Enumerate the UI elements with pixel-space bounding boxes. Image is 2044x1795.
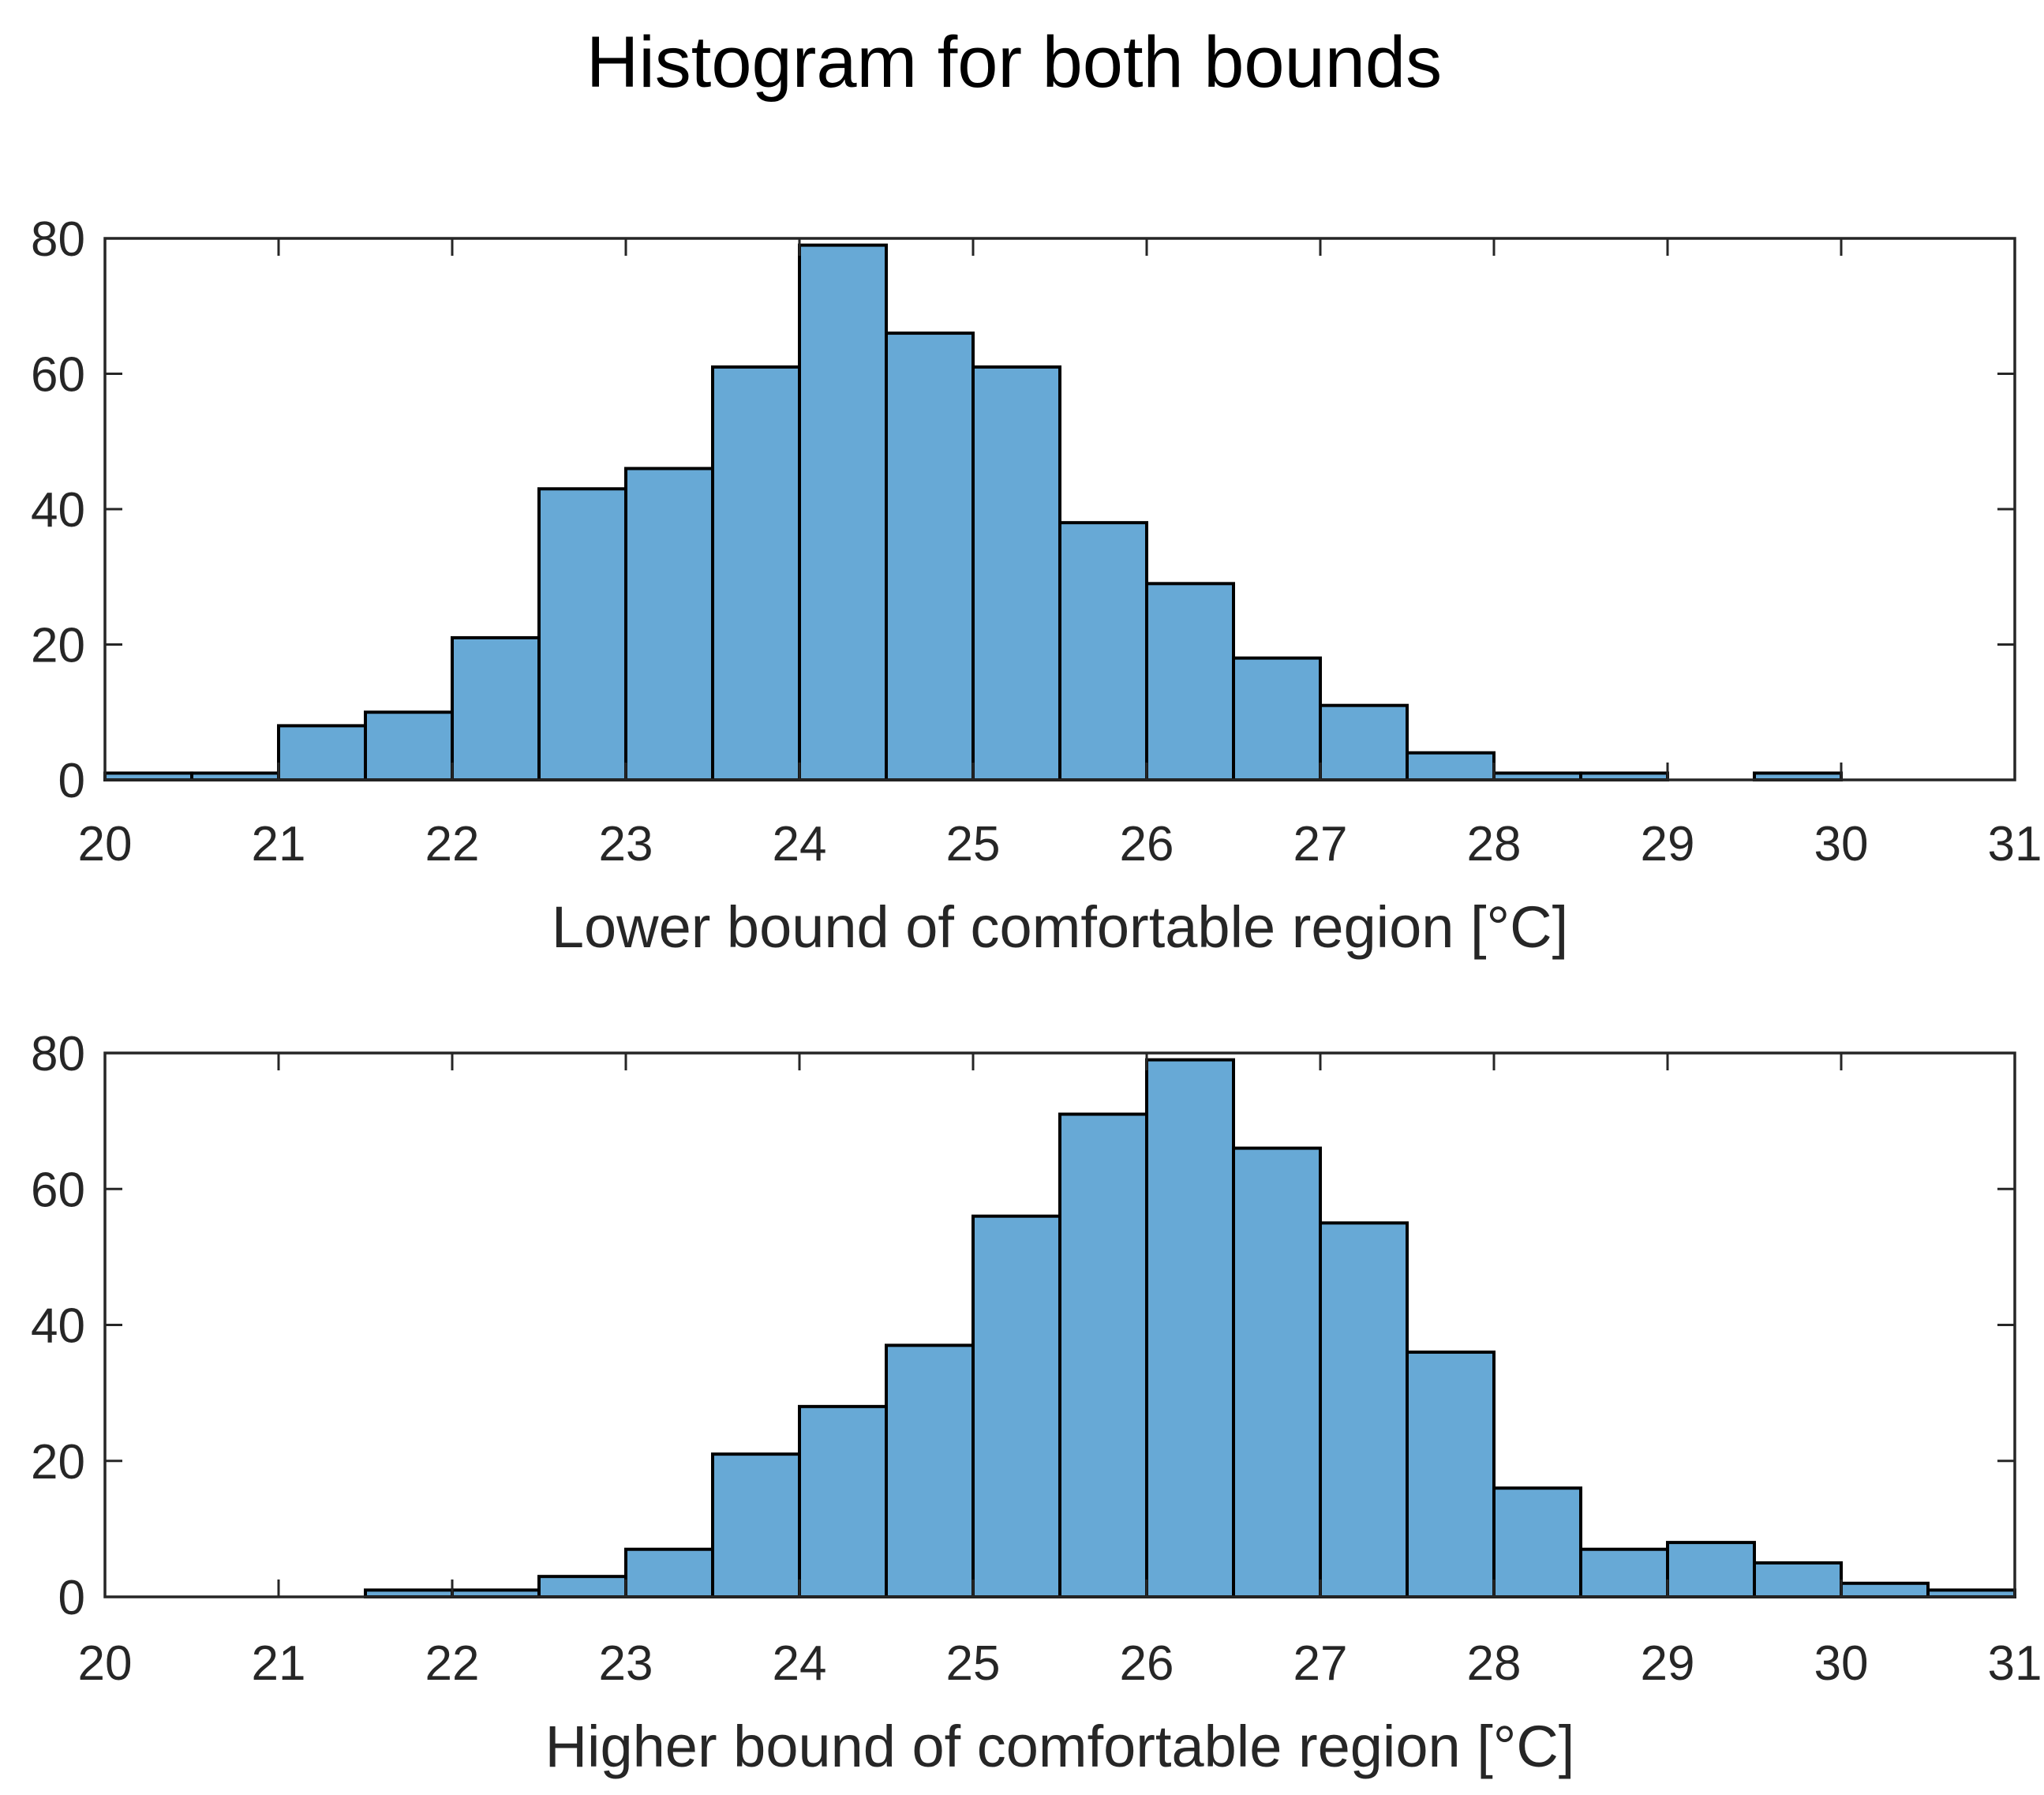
x-tick-label: 21 (252, 1636, 306, 1691)
x-tick-label: 21 (252, 817, 306, 871)
histogram-bar (1840, 1581, 1930, 1599)
x-tick-label: 24 (773, 817, 827, 871)
histogram-bar (1753, 1561, 1843, 1598)
histogram-bar (537, 1575, 627, 1598)
x-tick-label: 26 (1120, 817, 1174, 871)
histogram-bar (1666, 1541, 1756, 1598)
x-tick-label: 22 (425, 1636, 480, 1691)
histogram-bar (1232, 656, 1322, 782)
y-tick-label: 60 (31, 348, 85, 403)
x-axis-label: Higher bound of comfortable region [°C] (545, 1714, 1575, 1779)
histogram-bar (711, 1452, 801, 1598)
x-tick-label: 27 (1293, 1636, 1348, 1691)
x-tick-label: 28 (1467, 1636, 1522, 1691)
histogram-bar (798, 1404, 888, 1598)
histogram-bar (1058, 521, 1148, 782)
x-tick-label: 25 (946, 817, 1001, 871)
histogram-bar (1319, 703, 1409, 781)
x-tick-label: 27 (1293, 817, 1348, 871)
x-axis-label: Lower bound of comfortable region [°C] (552, 894, 1568, 960)
x-tick-label: 29 (1641, 1636, 1695, 1691)
x-tick-label: 31 (1988, 817, 2042, 871)
histogram-bar (277, 724, 367, 782)
histogram-bar (1406, 1350, 1496, 1598)
x-tick-label: 23 (599, 817, 653, 871)
histogram-bar (1145, 1058, 1235, 1599)
y-tick-label: 60 (31, 1163, 85, 1217)
x-tick-label: 24 (773, 1636, 827, 1691)
histogram-bar (885, 1343, 975, 1599)
x-tick-label: 30 (1814, 1636, 1869, 1691)
y-tick-label: 80 (31, 1027, 85, 1081)
x-tick-label: 31 (1988, 1636, 2042, 1691)
axes-higher-bound: 20 21 22 23 24 25 26 27 28 29 30 31 0 20 40 60 80 Higher … (31, 1027, 2042, 1779)
histogram-bar (537, 487, 627, 782)
histogram-bar (971, 1214, 1061, 1598)
x-tick-label: 20 (78, 817, 133, 871)
histogram-bar (1058, 1112, 1148, 1598)
y-tick-label: 40 (31, 1299, 85, 1354)
histogram-bar (451, 635, 541, 781)
x-tick-label: 23 (599, 1636, 653, 1691)
histogram-bar (1145, 582, 1235, 782)
histogram-bar (1232, 1146, 1322, 1598)
histogram-bar (1406, 751, 1496, 782)
axes-lower-bound: 20 21 22 23 24 25 26 27 28 29 30 31 0 20 40 60 80 Lower b… (31, 212, 2042, 960)
histogram-bar (1319, 1221, 1409, 1598)
y-tick-label: 20 (31, 619, 85, 673)
x-tick-label: 20 (78, 1636, 133, 1691)
histogram-bar (798, 243, 888, 781)
y-tick-label: 40 (31, 483, 85, 538)
histogram-bar (364, 710, 454, 781)
x-tick-label: 29 (1641, 817, 1695, 871)
histogram-bar (711, 365, 801, 781)
y-tick-label: 0 (58, 754, 85, 808)
figure-title: Histogram for both bounds (586, 22, 1442, 103)
x-tick-label: 30 (1814, 817, 1869, 871)
y-tick-label: 80 (31, 212, 85, 267)
x-tick-label: 22 (425, 817, 480, 871)
y-tick-label: 0 (58, 1571, 85, 1625)
histogram-bar (971, 365, 1061, 781)
histogram-bar (1492, 1486, 1582, 1598)
x-tick-label: 28 (1467, 817, 1522, 871)
histogram-bar (624, 467, 714, 781)
histogram-bar (1579, 1547, 1669, 1599)
histogram-bar (624, 1547, 714, 1599)
x-tick-label: 26 (1120, 1636, 1174, 1691)
x-tick-label: 25 (946, 1636, 1001, 1691)
y-tick-label: 20 (31, 1435, 85, 1490)
histogram-bar (885, 332, 975, 781)
